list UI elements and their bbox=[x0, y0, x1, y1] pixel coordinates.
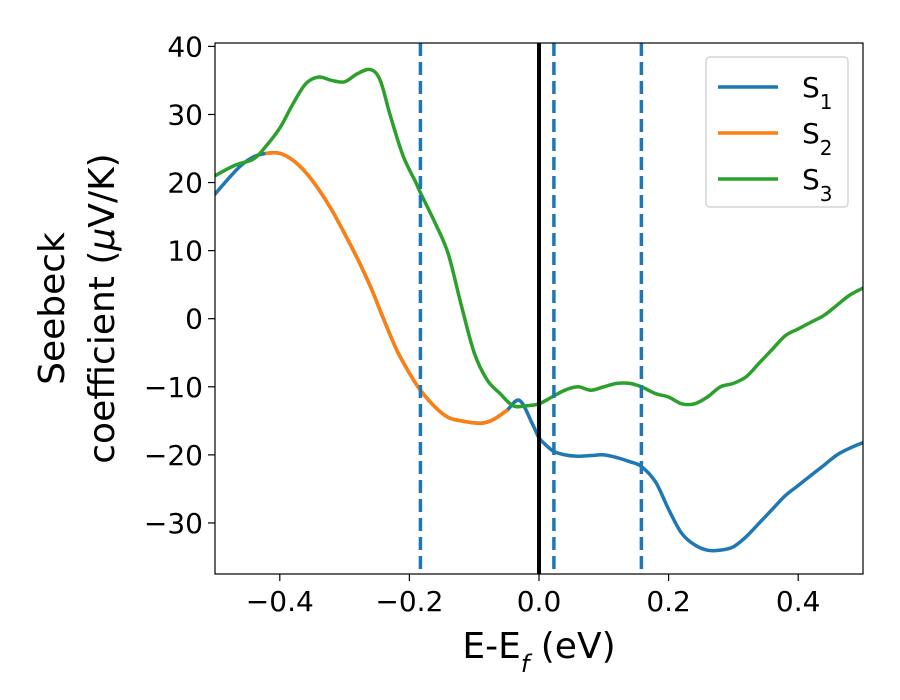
y-tick-label: −30 bbox=[144, 507, 203, 540]
ticks: −0.4 −0.2 0.0 0.2 0.4 −30 −20 −10 0 10 20 30 40 bbox=[144, 30, 821, 618]
x-axis-label: E-Ef (eV) bbox=[462, 626, 615, 678]
y-tick-label: 40 bbox=[167, 30, 203, 63]
y-tick-label: −20 bbox=[144, 439, 203, 472]
y-tick-label: −10 bbox=[144, 371, 203, 404]
legend-item-s3: S3 bbox=[718, 163, 833, 206]
x-tick-label: 0.2 bbox=[646, 585, 691, 618]
y-tick-label: 0 bbox=[185, 303, 203, 336]
y-tick-label: 10 bbox=[167, 235, 203, 268]
legend-item-s1: S1 bbox=[718, 71, 833, 114]
plot-area bbox=[215, 43, 863, 574]
y-axis-label: Seebeck coefficient (μV/K) bbox=[32, 153, 123, 463]
y-axis-label-line1: Seebeck bbox=[32, 232, 73, 385]
y-axis-label-line2: coefficient (μV/K) bbox=[82, 153, 123, 463]
legend-label: S2 bbox=[802, 117, 833, 160]
series-line-s2 bbox=[265, 151, 509, 425]
y-tick-label: 30 bbox=[167, 98, 203, 131]
x-tick-label: 0.4 bbox=[776, 585, 821, 618]
legend-item-s2: S2 bbox=[718, 117, 833, 160]
x-tick-label: 0.0 bbox=[517, 585, 562, 618]
x-tick-label: −0.2 bbox=[375, 585, 443, 618]
legend-label: S1 bbox=[802, 71, 833, 114]
y-tick-label: 20 bbox=[167, 167, 203, 200]
legend-label: S3 bbox=[802, 163, 833, 206]
x-tick-label: −0.4 bbox=[246, 585, 314, 618]
